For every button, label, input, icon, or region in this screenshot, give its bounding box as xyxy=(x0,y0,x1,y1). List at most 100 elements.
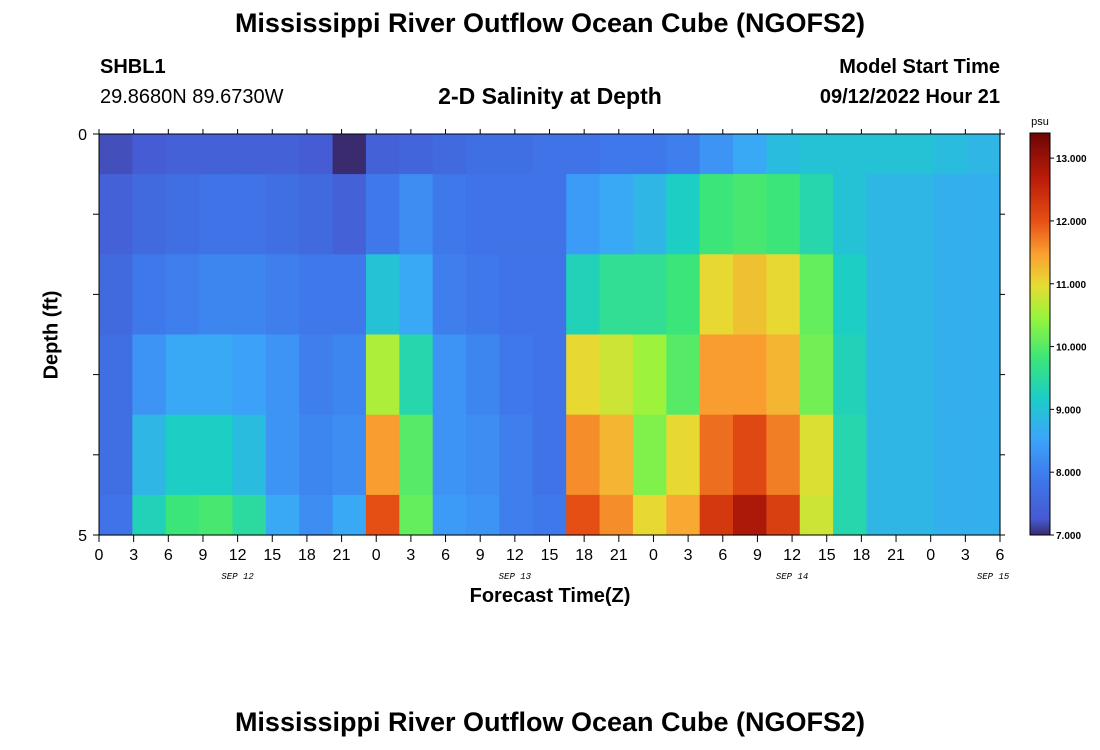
x-tick-label: 0 xyxy=(95,547,104,564)
heatmap-cell xyxy=(332,494,367,536)
heatmap-cell xyxy=(766,134,801,175)
heatmap-cell xyxy=(799,334,834,416)
heatmap-cell xyxy=(232,414,267,496)
heatmap-cell xyxy=(566,134,601,175)
colorbar-tick-label: 9.000 xyxy=(1056,405,1081,416)
heatmap-cell xyxy=(199,174,234,255)
heatmap-cell xyxy=(566,334,601,416)
x-date-label: SEP 13 xyxy=(499,572,532,582)
heatmap-cell xyxy=(766,414,801,496)
heatmap-cell xyxy=(532,414,567,496)
colorbar-gradient xyxy=(1029,132,1051,536)
heatmap-cell xyxy=(99,334,133,416)
heatmap-cell xyxy=(165,494,200,536)
heatmap-cell xyxy=(933,414,968,496)
heatmap-cell xyxy=(733,134,768,175)
heatmap-cell xyxy=(666,334,701,416)
heatmap-cell xyxy=(966,134,1001,175)
heatmap-cell xyxy=(599,174,634,255)
heatmap-cell xyxy=(833,174,868,255)
heatmap-cell xyxy=(966,414,1001,496)
heatmap-cell xyxy=(599,494,634,536)
heatmap-cell xyxy=(699,254,734,336)
heatmap-cell xyxy=(232,134,267,175)
heatmap-cell xyxy=(265,134,300,175)
model-start-value: 09/12/2022 Hour 21 xyxy=(819,86,1000,108)
heatmap-cell xyxy=(566,174,601,255)
heatmap-cell xyxy=(466,494,501,536)
heatmap-cell xyxy=(599,254,634,336)
heatmap-cell xyxy=(399,254,434,336)
heatmap-cell xyxy=(199,254,234,336)
heatmap-cell xyxy=(532,134,567,175)
heatmap-cell xyxy=(265,334,300,416)
heatmap-cell xyxy=(132,174,167,255)
heatmap-cell xyxy=(733,414,768,496)
heatmap-cell xyxy=(165,414,200,496)
heatmap-cell xyxy=(833,334,868,416)
heatmap-cell xyxy=(232,254,267,336)
heatmap-cell xyxy=(299,334,334,416)
heatmap-cell xyxy=(299,414,334,496)
colorbar-tick-label: 13.000 xyxy=(1056,154,1087,165)
heatmap-cell xyxy=(699,174,734,255)
heatmap-cell xyxy=(699,134,734,175)
heatmap-cell xyxy=(99,134,133,175)
heatmap-cell xyxy=(332,254,367,336)
x-tick-label: 6 xyxy=(718,547,727,564)
heatmap-cell xyxy=(833,494,868,536)
heatmap-cell xyxy=(99,254,133,336)
heatmap-cell xyxy=(499,254,534,336)
heatmap-cell xyxy=(99,414,133,496)
footer-title: Mississippi River Outflow Ocean Cube (NG… xyxy=(234,707,866,737)
heatmap-cell xyxy=(499,494,534,536)
heatmap-cell xyxy=(432,174,467,255)
x-axis: 0 3 6 9 12 15 18 21 0 3 6 9 12 15 18 21 0 3 6 9 12 15 18 21 0 3 6 S… xyxy=(95,129,1010,582)
x-axis-label: Forecast Time(Z) xyxy=(469,585,631,607)
heatmap-cell xyxy=(666,494,701,536)
heatmap-cell xyxy=(165,174,200,255)
colorbar-tick-label: 12.000 xyxy=(1056,217,1087,228)
heatmap-cell xyxy=(265,254,300,336)
heatmap-cell xyxy=(866,414,901,496)
x-date-label: SEP 14 xyxy=(776,572,808,582)
station-coordinates: 29.8680N 89.6730W xyxy=(100,86,284,108)
heatmap-cell xyxy=(666,134,701,175)
heatmap-cell xyxy=(199,494,234,536)
heatmap-cell xyxy=(699,494,734,536)
heatmap-cell xyxy=(466,134,501,175)
x-tick-label: 9 xyxy=(476,547,485,564)
x-tick-label: 9 xyxy=(753,547,762,564)
heatmap-cell xyxy=(966,334,1001,416)
x-tick-label: 12 xyxy=(783,547,801,564)
heatmap-cell xyxy=(833,134,868,175)
heatmap-cell xyxy=(432,494,467,536)
heatmap-cell xyxy=(899,134,934,175)
x-tick-label: 18 xyxy=(298,547,316,564)
heatmap-cell xyxy=(365,494,400,536)
x-tick-label: 3 xyxy=(406,547,415,564)
heatmap-cell xyxy=(666,174,701,255)
heatmap-cell xyxy=(899,414,934,496)
heatmap-cell xyxy=(699,334,734,416)
heatmap-cell xyxy=(99,174,133,255)
heatmap-cell xyxy=(766,494,801,536)
heatmap-cell xyxy=(566,494,601,536)
heatmap-cell xyxy=(466,174,501,255)
colorbar-unit: psu xyxy=(1031,116,1049,128)
heatmap-cell xyxy=(599,134,634,175)
heatmap-cell xyxy=(666,414,701,496)
heatmap-cell xyxy=(833,254,868,336)
heatmap-cell xyxy=(899,174,934,255)
heatmap-cell xyxy=(399,174,434,255)
heatmap-cell xyxy=(165,334,200,416)
heatmap-cell xyxy=(866,134,901,175)
heatmap-cell xyxy=(632,414,667,496)
heatmap-cell xyxy=(399,414,434,496)
heatmap-cell xyxy=(933,254,968,336)
heatmap-cell xyxy=(733,494,768,536)
x-tick-label: 6 xyxy=(164,547,173,564)
heatmap-cell xyxy=(966,494,1001,536)
heatmap-cell xyxy=(799,494,834,536)
heatmap-cell xyxy=(799,134,834,175)
